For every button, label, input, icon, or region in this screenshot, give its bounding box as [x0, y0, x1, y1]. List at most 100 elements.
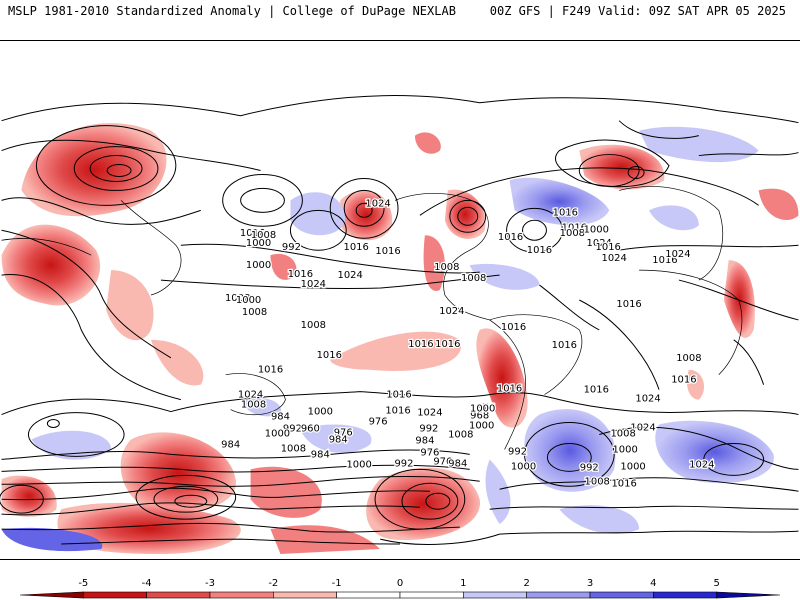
isobar-label: 1008: [242, 307, 267, 318]
isobar-label: 1000: [469, 421, 494, 432]
colorbar-block: [716, 591, 781, 599]
colorbar-block: [83, 591, 147, 599]
colorbar-tick-label: 4: [650, 578, 656, 589]
isobar-label: 984: [271, 412, 290, 423]
anomaly-colorbar: -5 -4 -3 -2 -1 0 1 2 3 4 5: [19, 578, 781, 599]
colorbar-tick-label: -2: [268, 578, 278, 589]
isobar-label: 976: [334, 427, 353, 438]
isobar-label: 1016: [553, 207, 578, 218]
isobar-label: 1008: [610, 428, 635, 439]
isobar-label: 984: [311, 449, 330, 460]
isobar-label: 1016: [497, 384, 522, 395]
colorbar-tick-label: 1: [460, 578, 466, 589]
isobar-label: 1000: [584, 224, 609, 235]
isobar-label: 1016: [408, 339, 433, 350]
isobar-label: 1016: [258, 365, 283, 376]
isobar-label: 1024: [301, 279, 326, 290]
isobar-label: 968: [470, 411, 489, 422]
isobar-label: 1008: [585, 476, 610, 487]
coastlines: [1, 186, 743, 450]
isobar-label: 1016: [527, 245, 552, 256]
isobar-label: 992: [394, 458, 413, 469]
colorbar-blocks: [19, 591, 781, 599]
colorbar-block: [273, 591, 337, 599]
isobar-label: 1008: [251, 230, 276, 241]
colorbar-block: [399, 591, 464, 599]
colorbar-block: [146, 591, 211, 599]
isobar-label: 1008: [448, 429, 473, 440]
isobar-label: 1000: [308, 407, 333, 418]
isobar-label: 992: [282, 242, 301, 253]
isobar-label: 1016: [240, 228, 265, 239]
colorbar-tick-label: 0: [397, 578, 403, 589]
isobar-label: 1008: [434, 262, 459, 273]
isobar-label: 1024: [587, 238, 612, 249]
isobar-label: 960: [301, 423, 320, 434]
colorbar-tick-label: -1: [332, 578, 342, 589]
isobar-label: 1024: [602, 253, 627, 264]
colorbar-block: [526, 591, 591, 599]
isobar-label: 1016: [385, 406, 410, 417]
isobar-label: 984: [329, 434, 348, 445]
isobar-label: 1008: [281, 443, 306, 454]
colorbar-tick-label: -3: [205, 578, 215, 589]
isobar-label: 1024: [665, 249, 690, 260]
isobar-label: 1008: [676, 353, 701, 364]
colorbar-ticks: -5 -4 -3 -2 -1 0 1 2 3 4 5: [78, 578, 720, 589]
isobar-label: 1000: [246, 238, 271, 249]
isobar-label: 1024: [365, 198, 390, 209]
isobar-label: 1000: [470, 404, 495, 415]
isobar-label: 1016: [611, 478, 636, 489]
isobar-label: 984: [415, 435, 434, 446]
isobar-label: 1016: [435, 339, 460, 350]
isobar-label: 1008: [241, 400, 266, 411]
isobar-label: 1016: [562, 222, 587, 233]
isobar-label: 1000: [265, 428, 290, 439]
model-run-info: 00Z GFS | F249 Valid: 09Z SAT APR 05 202…: [489, 4, 786, 18]
isobar-label: 1016: [584, 385, 609, 396]
isobar-label: 992: [283, 423, 302, 434]
isobar-label: 992: [508, 446, 527, 457]
isobar-label: 1016: [652, 255, 677, 266]
isobar-label: 1016: [596, 242, 621, 253]
colorbar-block: [589, 591, 654, 599]
colorbar-tick-label: -5: [78, 578, 88, 589]
isobar-label: 1000: [236, 295, 261, 306]
isobar-label: 976: [369, 417, 388, 428]
isobar-label: 976: [476, 403, 495, 414]
isobar-label: 1024: [635, 394, 660, 405]
isobar-contours: [0, 94, 799, 545]
isobar-label: 1000: [511, 461, 536, 472]
colorbar-tick-label: -4: [142, 578, 152, 589]
isobar-label: 1000: [612, 444, 637, 455]
isobar-label: 1016: [552, 340, 577, 351]
isobar-label: 992: [419, 423, 438, 434]
isobar-label: 1024: [689, 459, 714, 470]
isobar-label: 1024: [338, 270, 363, 281]
isobar-label: 1016: [317, 350, 342, 361]
isobar-label: 1024: [630, 422, 655, 433]
isobar-label: 1008: [461, 273, 486, 284]
isobar-label: 1008: [225, 293, 250, 304]
isobar-label: 1016: [343, 242, 368, 253]
isobar-label: 1000: [246, 260, 271, 271]
isobar-label: 992: [580, 462, 599, 473]
isobar-label: 976: [433, 456, 452, 467]
isobar-label: 1016: [501, 322, 526, 333]
isobar-label: 1008: [560, 228, 585, 239]
isobar-label: 1024: [238, 390, 263, 401]
isobar-label: 976: [420, 447, 439, 458]
isobar-label: 984: [221, 439, 240, 450]
isobar-label: 1016: [671, 375, 696, 386]
map-title: MSLP 1981-2010 Standardized Anomaly | Co…: [8, 4, 456, 18]
isobar-label: 1024: [439, 306, 464, 317]
colorbar-tick-label: 5: [713, 578, 719, 589]
isobar-label: 1016: [288, 269, 313, 280]
colorbar-block: [463, 591, 527, 599]
colorbar-block: [336, 591, 401, 599]
isobar-label: 984: [448, 458, 467, 469]
colorbar-tick-label: 3: [587, 578, 593, 589]
anomaly-shading: [1, 123, 799, 555]
